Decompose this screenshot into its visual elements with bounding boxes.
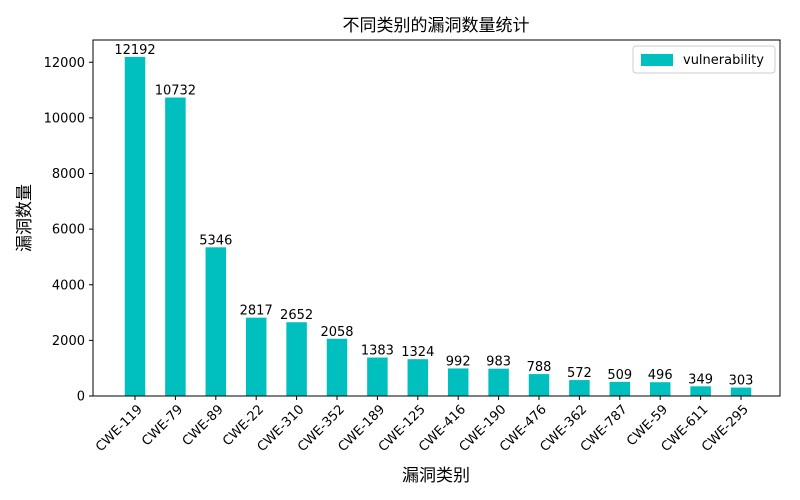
- legend-frame: [632, 45, 776, 74]
- bars-group: [124, 56, 752, 397]
- bar-CWE-787: [609, 381, 631, 396]
- data-label: 5346: [199, 233, 232, 248]
- bar-CWE-89: [205, 247, 227, 396]
- legend-label: vulnerability: [683, 53, 764, 68]
- bar-CWE-310: [286, 322, 307, 396]
- data-label: 572: [567, 366, 592, 381]
- plot-frame: [92, 39, 781, 397]
- bar-CWE-79: [165, 97, 186, 397]
- data-label: 983: [486, 355, 511, 370]
- data-label: 2817: [240, 304, 273, 319]
- data-label: 788: [527, 360, 552, 375]
- bar-CWE-119: [124, 56, 146, 396]
- data-label: 303: [729, 374, 754, 389]
- bar-CWE-352: [326, 338, 348, 396]
- data-label: 992: [446, 354, 471, 369]
- data-labels-group: 12192 10732 5346 2817 2652 2058 1383 1324 992 983…: [114, 43, 753, 389]
- bar-CWE-611: [690, 386, 711, 396]
- data-label: 10732: [155, 84, 196, 99]
- data-label: 1383: [361, 344, 394, 359]
- bar-CWE-362: [569, 380, 590, 396]
- bar-CWE-476: [528, 374, 550, 396]
- bar-CWE-189: [367, 357, 388, 396]
- y-axis: 0 2000 4000 6000 8000 10000 12000: [44, 56, 93, 405]
- y-tick-label: 8000: [52, 167, 85, 182]
- data-label: 509: [607, 368, 632, 383]
- bar-CWE-416: [447, 368, 469, 396]
- data-label: 349: [688, 372, 713, 387]
- data-label: 496: [648, 368, 673, 383]
- bar-CWE-295: [730, 387, 752, 396]
- bar-CWE-59: [649, 382, 671, 396]
- legend: vulnerability: [632, 45, 776, 74]
- bar-CWE-125: [407, 359, 429, 396]
- y-tick-label: 2000: [52, 334, 85, 349]
- bar-CWE-190: [488, 368, 509, 396]
- x-axis: CWE-119CWE-79CWE-89CWE-22CWE-310CWE-352C…: [93, 396, 752, 455]
- data-label: 2058: [320, 325, 353, 340]
- data-label: 2652: [280, 308, 313, 323]
- y-tick-label: 12000: [44, 56, 85, 71]
- bar-CWE-22: [245, 317, 267, 396]
- y-tick-label: 4000: [52, 278, 85, 293]
- data-label: 12192: [114, 43, 155, 58]
- y-tick-label: 6000: [52, 223, 85, 238]
- y-tick-label: 0: [77, 390, 85, 405]
- chart-title: 不同类别的漏洞数量统计: [343, 16, 530, 36]
- x-axis-title: 漏洞类别: [402, 466, 470, 486]
- legend-swatch: [641, 54, 673, 66]
- x-tick-label: CWE-79: [139, 402, 186, 449]
- y-tick-label: 10000: [44, 111, 85, 126]
- data-label: 1324: [401, 345, 434, 360]
- y-axis-title: 漏洞数量: [15, 184, 35, 252]
- x-tick-label: CWE-89: [180, 402, 227, 449]
- x-tick-label: CWE-119: [93, 402, 146, 455]
